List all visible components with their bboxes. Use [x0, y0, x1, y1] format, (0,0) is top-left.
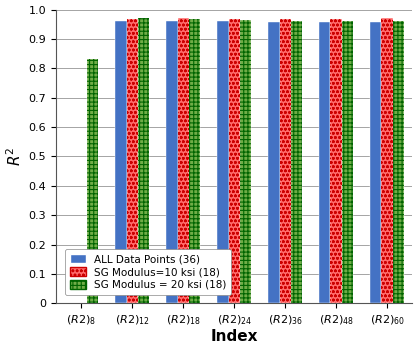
Bar — [127, 19, 138, 303]
X-axis label: Index: Index — [210, 329, 258, 344]
Bar — [291, 21, 302, 303]
Bar — [268, 22, 280, 303]
Bar — [342, 21, 353, 303]
Bar — [115, 21, 127, 303]
Legend: ALL Data Points (36), SG Modulus=10 ksi (18), SG Modulus = 20 ksi (18): ALL Data Points (36), SG Modulus=10 ksi … — [65, 249, 232, 295]
Bar — [291, 21, 302, 303]
Bar — [370, 22, 381, 303]
Bar — [331, 19, 342, 303]
Bar — [138, 18, 149, 303]
Bar — [381, 18, 393, 303]
Bar — [240, 20, 251, 303]
Bar — [229, 19, 240, 303]
Bar — [280, 19, 291, 303]
Bar — [240, 20, 251, 303]
Bar — [127, 19, 138, 303]
Bar — [138, 18, 149, 303]
Bar — [381, 18, 393, 303]
Bar — [393, 21, 404, 303]
Bar — [189, 19, 200, 303]
Bar — [217, 21, 229, 303]
Bar — [319, 22, 331, 303]
Bar — [166, 21, 178, 303]
Bar — [342, 21, 353, 303]
Bar — [178, 18, 189, 303]
Bar — [280, 19, 291, 303]
Bar — [87, 60, 98, 303]
Bar — [189, 19, 200, 303]
Bar — [178, 18, 189, 303]
Bar — [331, 19, 342, 303]
Bar — [229, 19, 240, 303]
Y-axis label: $R^2$: $R^2$ — [5, 147, 24, 166]
Bar — [87, 60, 98, 303]
Bar — [393, 21, 404, 303]
